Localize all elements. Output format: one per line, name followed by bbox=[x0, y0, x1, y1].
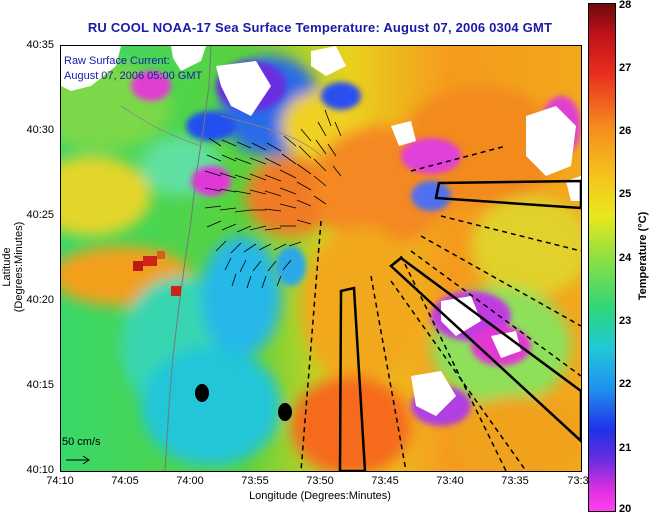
sst-patches bbox=[61, 56, 581, 471]
x-tick-73-45: 73:45 bbox=[371, 475, 399, 487]
map-title: RU COOL NOAA-17 Sea Surface Temperature:… bbox=[87, 20, 553, 35]
x-tick-74-10: 74:10 bbox=[46, 475, 74, 487]
station-dot bbox=[278, 403, 292, 421]
cbar-tick-21: 21 bbox=[619, 442, 632, 454]
x-tick-73-40: 73:40 bbox=[436, 475, 464, 487]
scale-arrow bbox=[66, 455, 90, 465]
y-tick-40-30: 40:30 bbox=[26, 124, 54, 136]
cbar-tick-27: 27 bbox=[619, 62, 632, 74]
x-tick-73-50: 73:50 bbox=[306, 475, 334, 487]
warm-patch bbox=[133, 251, 181, 296]
station-dot bbox=[195, 384, 209, 402]
legend-line-1: Raw Surface Current: bbox=[64, 55, 170, 67]
y-tick-40-25: 40:25 bbox=[26, 209, 54, 221]
cbar-tick-24: 24 bbox=[619, 252, 632, 264]
cbar-tick-25: 25 bbox=[619, 188, 632, 200]
colorbar-gradient bbox=[589, 4, 615, 511]
sst-map-canvas bbox=[61, 46, 581, 471]
scale-label: 50 cm/s bbox=[62, 436, 101, 448]
coastline bbox=[164, 46, 212, 471]
y-tick-40-20: 40:20 bbox=[26, 294, 54, 306]
land-cloud-mask bbox=[61, 46, 581, 416]
sst-map bbox=[60, 45, 582, 472]
y-tick-40-15: 40:15 bbox=[26, 379, 54, 391]
cbar-tick-28: 28 bbox=[619, 0, 632, 11]
x-tick-73-30: 73:3 bbox=[567, 475, 589, 487]
cbar-tick-23: 23 bbox=[619, 315, 632, 327]
y-tick-40-10: 40:10 bbox=[26, 464, 54, 476]
x-tick-74-00: 74:00 bbox=[176, 475, 204, 487]
cbar-tick-22: 22 bbox=[619, 378, 632, 390]
x-tick-74-05: 74:05 bbox=[111, 475, 139, 487]
y-axis-title: Latitude (Degrees:Minutes) bbox=[1, 221, 25, 313]
cbar-tick-26: 26 bbox=[619, 125, 632, 137]
colorbar-title: Temperature (°C) bbox=[637, 211, 649, 301]
x-axis-title: Longitude (Degrees:Minutes) bbox=[249, 490, 391, 502]
x-tick-73-35: 73:35 bbox=[501, 475, 529, 487]
transect-lines bbox=[300, 145, 581, 471]
transect-boxes bbox=[338, 179, 581, 471]
x-tick-73-55: 73:55 bbox=[241, 475, 269, 487]
legend-line-2: August 07, 2006 05:00 GMT bbox=[64, 70, 203, 82]
temperature-colorbar bbox=[588, 3, 616, 512]
cbar-tick-20: 20 bbox=[619, 503, 632, 515]
current-vectors bbox=[204, 109, 342, 289]
y-tick-40-35: 40:35 bbox=[26, 39, 54, 51]
